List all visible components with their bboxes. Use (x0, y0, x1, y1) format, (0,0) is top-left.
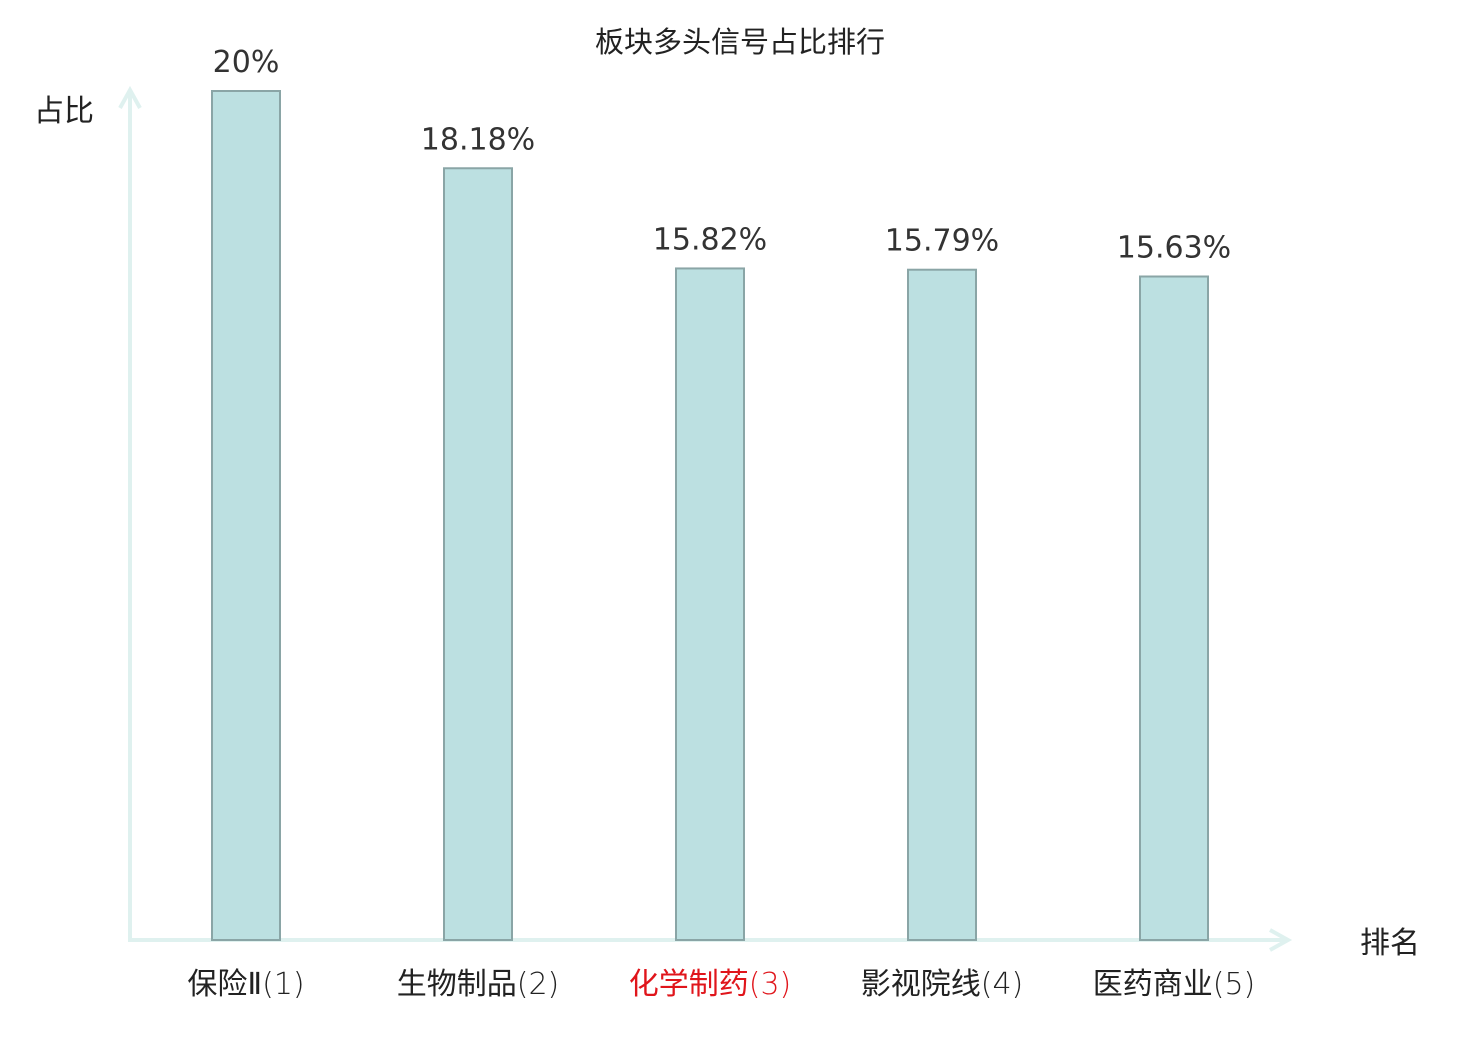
bar-value-label: 15.79% (885, 224, 999, 259)
value-labels-group: 20% 18.18% 15.82% 15.79% 15.63% (213, 45, 1232, 266)
y-axis-label: 占比 (34, 94, 94, 129)
bars-group (211, 90, 1209, 942)
category-label: 影视院线(4) (861, 967, 1024, 1002)
bar (907, 268, 977, 942)
bar-value-label: 20% (213, 45, 280, 80)
category-label: 生物制品(2) (397, 967, 560, 1002)
category-rank: (5) (1213, 967, 1256, 1002)
category-label: 医药商业(5) (1093, 967, 1256, 1002)
x-axis-label: 排名 (1360, 926, 1420, 961)
bar (443, 167, 513, 942)
category-rank: (3) (749, 967, 792, 1002)
category-rank: (2) (517, 967, 560, 1002)
x-axis-arrow (1269, 928, 1293, 952)
bar (1139, 275, 1209, 942)
category-name: 保险Ⅱ (187, 967, 262, 1002)
y-axis-arrow (118, 85, 142, 109)
category-name: 医药商业 (1093, 967, 1213, 1002)
bar (675, 267, 745, 942)
category-name: 影视院线 (861, 967, 981, 1002)
bar (211, 90, 281, 941)
category-rank: (4) (981, 967, 1024, 1002)
category-labels-group: 保险Ⅱ(1) 生物制品(2) 化学制药(3) 影视院线(4) 医药商业(5) (187, 967, 1255, 1002)
bar-value-label: 18.18% (421, 122, 535, 157)
category-label: 化学制药(3) (629, 967, 792, 1002)
category-label: 保险Ⅱ(1) (187, 967, 304, 1002)
category-name: 化学制药 (629, 967, 749, 1002)
category-rank: (1) (262, 967, 305, 1002)
chart-title: 板块多头信号占比排行 (595, 25, 885, 59)
bar-value-label: 15.82% (653, 222, 767, 257)
bar-value-label: 15.63% (1117, 231, 1231, 266)
category-name: 生物制品 (397, 967, 517, 1002)
